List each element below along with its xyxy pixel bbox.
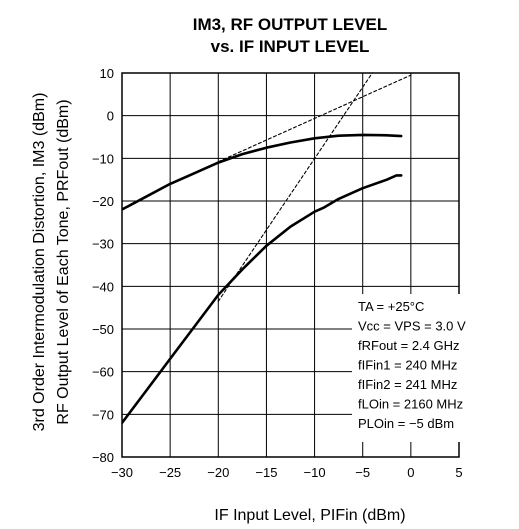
- condition-line: Vcc = VPS = 3.0 V: [358, 319, 466, 334]
- extrapolation-line-2: [217, 74, 412, 163]
- x-tick-label: −20: [207, 465, 229, 480]
- x-axis-label: IF Input Level, PIFin (dBm): [214, 507, 405, 524]
- series-line-1: [122, 174, 403, 425]
- y-tick-label: 0: [107, 109, 114, 124]
- condition-line: fRFout = 2.4 GHz: [358, 338, 460, 353]
- y-tick-label: −60: [92, 365, 114, 380]
- y-axis-label-line1: 3rd Order Intermodulation Distortion, IM…: [31, 93, 48, 432]
- x-tick-label: −25: [159, 465, 181, 480]
- condition-line: PLOin = −5 dBm: [358, 416, 454, 431]
- y-axis-label-line2: RF Output Level of Each Tone, PRFout (dB…: [55, 99, 72, 424]
- y-tick-label: −40: [92, 279, 114, 294]
- condition-line: TA = +25°C: [358, 299, 424, 314]
- plot-frame: [121, 72, 460, 458]
- chart-title: IM3, RF OUTPUT LEVEL: [193, 15, 388, 34]
- y-tick-label: −80: [92, 450, 114, 465]
- condition-line: fIFin1 = 240 MHz: [358, 358, 457, 373]
- x-tick-label: 5: [455, 465, 462, 480]
- chart-subtitle: vs. IF INPUT LEVEL: [211, 37, 370, 56]
- y-tick-label: 10: [100, 66, 114, 81]
- y-tick-label: −10: [92, 151, 114, 166]
- conditions-block: TA = +25°C Vcc = VPS = 3.0 V fRFout = 2.4 …: [358, 299, 466, 431]
- y-tick-label: −50: [92, 322, 114, 337]
- condition-line: fLOin = 2160 MHz: [358, 397, 463, 412]
- x-tick-label: 0: [407, 465, 414, 480]
- x-tick-label: −15: [255, 465, 277, 480]
- y-tick-label: −30: [92, 237, 114, 252]
- x-tick-label: −30: [111, 465, 133, 480]
- y-tick-label: −20: [92, 194, 114, 209]
- conditions-box: [352, 294, 495, 442]
- series-line-0: [122, 133, 403, 211]
- extrapolation-line-3: [217, 73, 373, 302]
- tick-labels: −30 −25 −20 −15 −10 −5 0 5100−10−20−30−40−50−60…: [92, 66, 463, 480]
- y-tick-label: −70: [92, 407, 114, 422]
- x-tick-label: −10: [304, 465, 326, 480]
- condition-line: fIFin2 = 241 MHz: [358, 377, 457, 392]
- series-group: [122, 73, 412, 425]
- x-tick-label: −5: [355, 465, 370, 480]
